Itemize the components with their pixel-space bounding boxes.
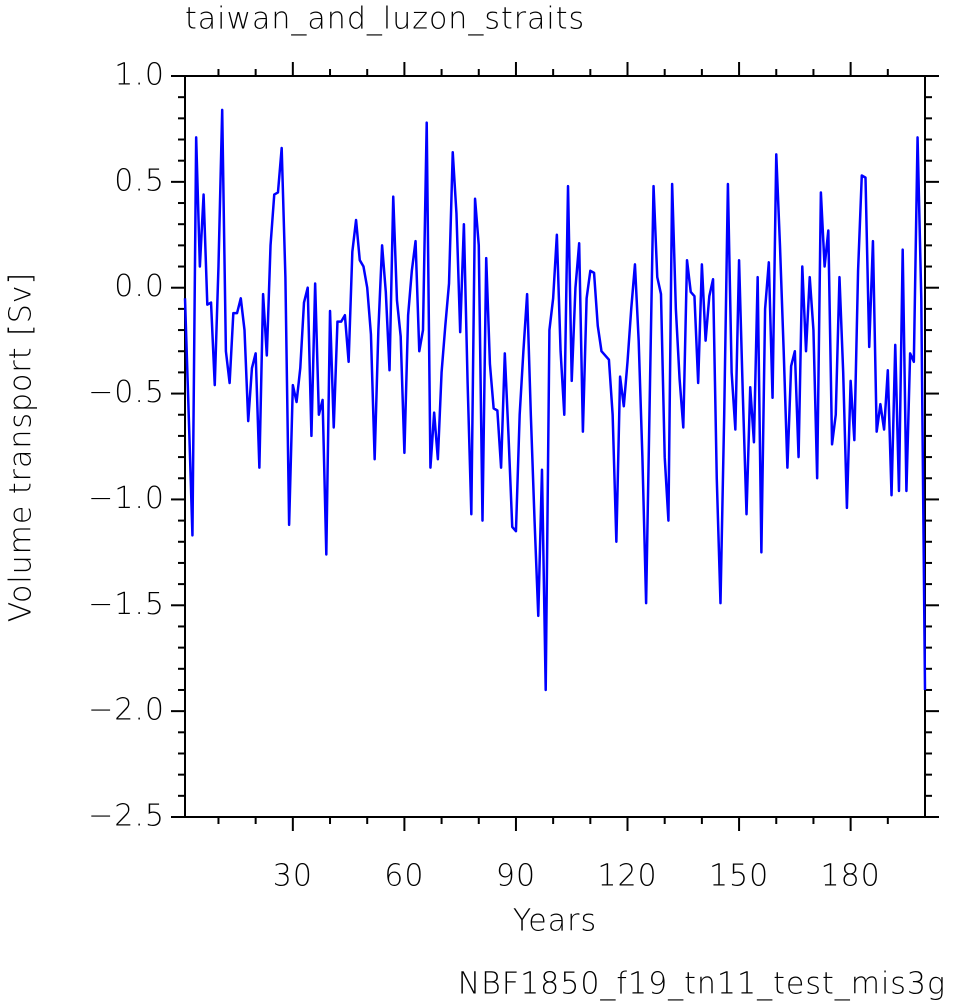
data-line: [183, 108, 927, 692]
x-tick-label: 60: [384, 859, 424, 894]
plot-frame: [184, 75, 926, 818]
annotation: NBF1850_f19_tn11_test_mis3g: [458, 967, 946, 1002]
x-tick-label: 180: [820, 859, 880, 894]
y-tick-label: 0.5: [114, 163, 165, 198]
y-tick-label: −1.5: [88, 587, 165, 622]
y-tick-label: −2.5: [88, 799, 165, 834]
x-axis-label: Years: [513, 904, 597, 939]
x-tick-label: 150: [709, 859, 769, 894]
y-tick-label: −2.0: [88, 693, 165, 728]
y-axis-label: Volume transport [Sv]: [4, 272, 39, 622]
x-tick-label: 120: [597, 859, 657, 894]
y-tick-label: 1.0: [114, 58, 165, 93]
y-tick-label: −1.0: [88, 481, 165, 516]
chart-title: taiwan_and_luzon_straits: [185, 2, 585, 37]
x-tick-label: 90: [496, 859, 536, 894]
x-tick-label: 30: [273, 859, 313, 894]
y-tick-label: 0.0: [114, 269, 165, 304]
y-tick-label: −0.5: [88, 375, 165, 410]
